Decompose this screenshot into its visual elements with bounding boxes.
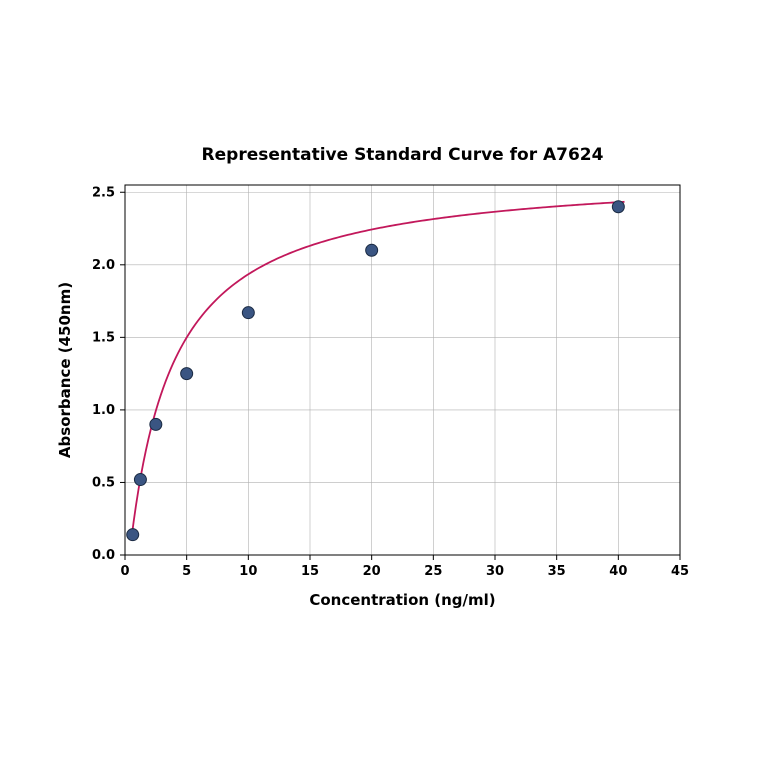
chart-container: 0 5 10 15 20 25 30 35 40 45 0.0 0.5 1.0 1.5 2.0 2.5 Repr… bbox=[0, 0, 764, 764]
ytick-label: 2.0 bbox=[92, 258, 115, 273]
xtick-label: 0 bbox=[120, 564, 129, 579]
xtick-label: 10 bbox=[239, 564, 257, 579]
ytick-label: 1.0 bbox=[92, 403, 115, 418]
data-point bbox=[612, 201, 624, 213]
xtick-label: 30 bbox=[486, 564, 504, 579]
xtick-label: 5 bbox=[182, 564, 191, 579]
ytick-label: 0.5 bbox=[92, 475, 115, 490]
chart-title: Representative Standard Curve for A7624 bbox=[202, 145, 604, 165]
data-point bbox=[134, 474, 146, 486]
data-point bbox=[181, 368, 193, 380]
data-point bbox=[242, 307, 254, 319]
data-point bbox=[366, 244, 378, 256]
data-point bbox=[150, 418, 162, 430]
ytick-label: 0.0 bbox=[92, 548, 115, 563]
xtick-label: 15 bbox=[301, 564, 319, 579]
xtick-label: 40 bbox=[609, 564, 627, 579]
ytick-label: 1.5 bbox=[92, 330, 115, 345]
standard-curve-chart: 0 5 10 15 20 25 30 35 40 45 0.0 0.5 1.0 1.5 2.0 2.5 Repr… bbox=[0, 0, 764, 764]
xtick-label: 25 bbox=[424, 564, 442, 579]
data-point bbox=[127, 529, 139, 541]
x-axis-label: Concentration (ng/ml) bbox=[309, 591, 495, 609]
xtick-label: 35 bbox=[548, 564, 566, 579]
xtick-label: 20 bbox=[363, 564, 381, 579]
y-axis-label: Absorbance (450nm) bbox=[56, 282, 74, 458]
xtick-label: 45 bbox=[671, 564, 689, 579]
ytick-label: 2.5 bbox=[92, 185, 115, 200]
